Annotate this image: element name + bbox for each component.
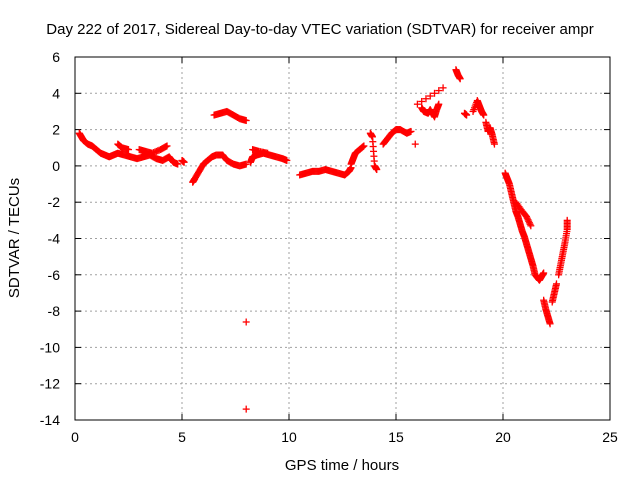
y-tick-label: -6 <box>48 267 61 283</box>
y-tick-label: 4 <box>52 85 60 101</box>
data-point <box>242 117 250 125</box>
data-point <box>125 146 132 154</box>
y-tick-label: 6 <box>52 49 60 65</box>
points-layer <box>75 66 571 413</box>
data-point <box>480 111 488 119</box>
data-point <box>563 216 571 224</box>
data-point <box>439 84 447 92</box>
data-point <box>264 149 272 157</box>
data-point <box>526 220 534 228</box>
data-point <box>463 111 471 119</box>
data-point <box>422 95 430 103</box>
data-point <box>524 216 532 224</box>
data-point <box>283 156 291 164</box>
data-point <box>546 320 554 328</box>
data-point <box>180 158 188 166</box>
data-point <box>553 280 560 288</box>
y-tick-label: -12 <box>40 376 60 392</box>
data-point <box>373 166 381 174</box>
x-tick-label: 20 <box>495 429 511 445</box>
x-tick-label: 15 <box>388 429 404 445</box>
data-point <box>360 142 368 150</box>
data-point <box>413 100 421 108</box>
data-point <box>435 87 443 95</box>
data-point <box>174 160 182 168</box>
data-point <box>527 222 535 230</box>
data-point <box>525 219 533 227</box>
data-point <box>525 217 533 225</box>
data-point <box>523 214 531 222</box>
x-tick-label: 5 <box>178 429 186 445</box>
data-point <box>411 140 419 148</box>
data-point <box>242 318 250 326</box>
data-point <box>540 269 548 277</box>
data-point <box>426 92 434 100</box>
y-axis-label: SDTVAR / TECUs <box>6 178 23 298</box>
y-tick-label: 2 <box>52 122 60 138</box>
y-tick-label: -2 <box>48 194 61 210</box>
data-point <box>242 160 250 168</box>
data-point <box>435 100 443 108</box>
grid-layer <box>75 57 610 420</box>
data-point <box>407 127 415 135</box>
x-axis-label: GPS time / hours <box>285 457 399 474</box>
data-point <box>418 97 426 105</box>
y-tick-label: 0 <box>52 158 60 174</box>
y-tick-label: -8 <box>48 303 61 319</box>
tick-layer: 0 5 10 15 20 25 -14 -12 -10 -8 -6 -4 -2 0 2 4 6 <box>40 49 618 445</box>
y-tick-label: -4 <box>48 231 61 247</box>
data-point <box>163 142 171 150</box>
data-point <box>456 75 464 83</box>
data-point <box>431 89 439 97</box>
y-tick-label: -10 <box>40 339 60 355</box>
data-point <box>490 140 498 148</box>
data-point <box>242 405 250 413</box>
x-tick-label: 10 <box>281 429 297 445</box>
chart-title: Day 222 of 2017, Sidereal Day-to-day VTE… <box>46 21 593 38</box>
y-tick-label: -14 <box>40 412 60 428</box>
plot-frame <box>74 56 611 421</box>
data-point <box>523 213 531 221</box>
x-tick-label: 25 <box>602 429 618 445</box>
x-tick-label: 0 <box>71 429 79 445</box>
